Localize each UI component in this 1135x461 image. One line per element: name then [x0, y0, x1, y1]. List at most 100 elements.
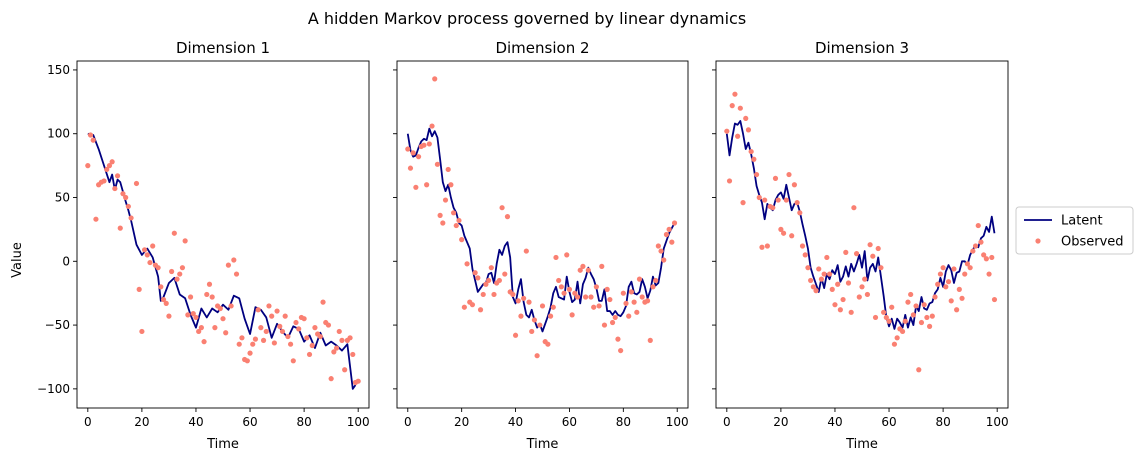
observed-point: [266, 303, 272, 309]
observed-point: [918, 319, 925, 326]
panel-dim3: 0 20 40 60 80 100 Dimension 3 Time: [712, 39, 1009, 452]
observed-point: [512, 332, 519, 338]
observed-point: [445, 166, 451, 173]
observed-point: [945, 279, 952, 285]
observed-point: [655, 243, 661, 249]
observed-point: [117, 225, 123, 231]
observed-point: [523, 248, 529, 254]
observed-point: [607, 296, 613, 303]
panel-dim1: 0 20 40 60 80 100 −100 −50 0 50 100 150 Dimension 1 T…: [37, 39, 370, 452]
observed-point: [450, 210, 457, 216]
observed-point: [588, 294, 594, 300]
observed-point: [829, 286, 835, 292]
observed-point: [287, 341, 294, 347]
observed-point: [236, 341, 242, 347]
observed-point: [355, 378, 361, 384]
observed-point: [177, 271, 183, 277]
observed-point: [634, 309, 640, 315]
observed-point: [967, 265, 973, 271]
observed-point: [580, 263, 586, 269]
observed-point: [350, 351, 356, 358]
plot-area: [77, 61, 369, 408]
observed-point: [342, 367, 348, 373]
observed-point: [805, 265, 811, 271]
observed-point: [561, 290, 567, 296]
x-tick-label: 80: [935, 415, 950, 429]
observed-point: [193, 314, 199, 321]
observed-point: [585, 267, 591, 273]
observed-point: [424, 182, 430, 188]
observed-point: [956, 286, 962, 292]
observed-point: [743, 115, 749, 122]
panel-dim2: 0 20 40 60 80 100 Dimension 2 Time: [393, 39, 689, 452]
observed-point: [529, 328, 535, 335]
observed-point: [255, 307, 261, 313]
observed-point: [891, 341, 898, 347]
observed-point: [415, 154, 422, 160]
observed-point: [989, 254, 995, 261]
observed-point: [799, 243, 806, 249]
observed-point: [612, 314, 618, 321]
observed-point: [916, 367, 922, 373]
observed-point: [442, 197, 449, 203]
observed-point: [233, 271, 240, 277]
observed-point: [631, 299, 637, 305]
observed-point: [526, 299, 532, 305]
observed-point: [160, 296, 167, 303]
observed-point: [510, 291, 516, 298]
observed-point: [405, 146, 411, 152]
observed-point: [644, 298, 651, 304]
observed-point: [144, 252, 150, 258]
observed-point: [808, 277, 814, 284]
observed-point: [480, 291, 486, 298]
observed-point: [231, 257, 237, 263]
observed-point: [566, 286, 573, 292]
observed-point: [732, 91, 738, 97]
observed-point: [913, 303, 919, 309]
observed-point: [440, 220, 446, 226]
observed-point: [658, 248, 664, 254]
observed-point: [910, 312, 916, 318]
observed-point: [434, 161, 441, 167]
observed-point: [908, 291, 914, 298]
observed-point: [794, 200, 800, 206]
x-tick-label: 60: [562, 415, 577, 429]
observed-point: [558, 284, 564, 290]
observed-point: [166, 313, 172, 319]
observed-point: [948, 298, 954, 304]
observed-point: [521, 295, 527, 301]
observed-point: [556, 277, 562, 284]
observed-point: [620, 290, 626, 296]
observed-point: [726, 178, 733, 184]
observed-point: [851, 205, 857, 211]
observed-point: [204, 291, 210, 298]
observed-point: [954, 307, 960, 313]
observed-point: [185, 312, 191, 318]
observed-point: [317, 333, 323, 340]
observed-point: [106, 163, 113, 169]
observed-point: [228, 303, 234, 309]
observed-point: [293, 319, 299, 326]
observed-point: [331, 349, 337, 355]
observed-point: [190, 311, 196, 317]
observed-point: [328, 376, 334, 382]
observed-point: [859, 284, 865, 290]
observed-point: [647, 337, 653, 343]
observed-point: [870, 253, 876, 259]
observed-point: [150, 243, 156, 249]
observed-point: [104, 166, 110, 173]
observed-point: [981, 252, 987, 258]
observed-point: [179, 265, 186, 271]
observed-point: [421, 142, 427, 148]
observed-point: [225, 262, 232, 268]
observed-point: [260, 337, 267, 343]
observed-point: [201, 339, 207, 345]
x-tick-label: 0: [84, 415, 92, 429]
observed-point: [469, 302, 476, 308]
axes-frame: [76, 60, 370, 409]
observed-point: [940, 265, 946, 271]
observed-point: [437, 212, 443, 218]
y-tick-label: 100: [47, 127, 70, 141]
observed-point: [835, 281, 841, 287]
observed-point: [547, 313, 554, 319]
